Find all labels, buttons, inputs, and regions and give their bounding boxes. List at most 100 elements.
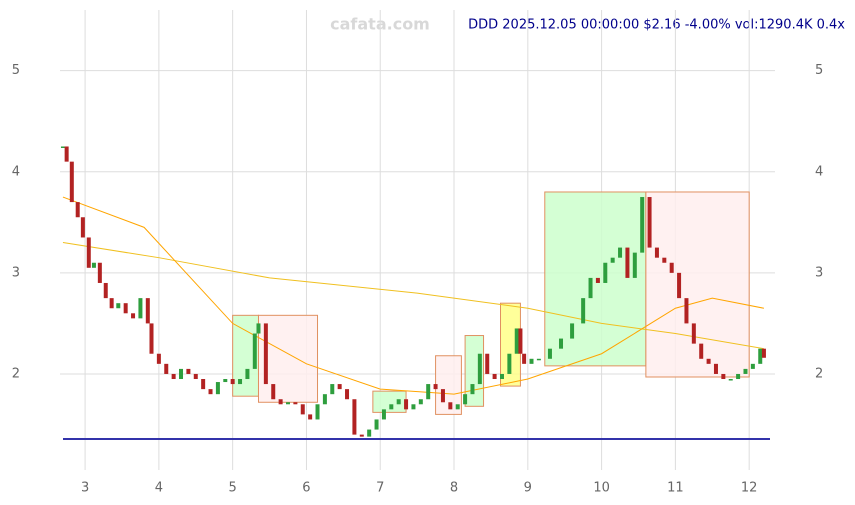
candle [455, 404, 460, 410]
candle [536, 358, 541, 361]
candle [418, 399, 423, 405]
candle [208, 389, 213, 395]
candle [522, 353, 527, 364]
candle [750, 363, 755, 369]
candle [485, 353, 490, 374]
x-tick-label: 6 [302, 481, 310, 496]
candle [91, 262, 96, 268]
x-tick-label: 3 [81, 481, 89, 496]
candle [381, 409, 386, 420]
candle [758, 348, 763, 364]
candle [278, 399, 283, 405]
candle [138, 298, 143, 319]
candle [477, 353, 482, 385]
candle [171, 373, 176, 380]
candle [662, 257, 667, 263]
candle [374, 419, 379, 430]
candle [293, 402, 298, 405]
candle [230, 379, 235, 385]
y-tick-label: 5 [815, 63, 823, 78]
candle [610, 257, 615, 263]
candle [80, 217, 85, 238]
candle [109, 298, 114, 309]
candle [699, 343, 704, 359]
candle [286, 402, 291, 405]
candle [179, 368, 184, 380]
candle [186, 368, 191, 374]
candle [149, 323, 154, 354]
chart-title: DDD 2025.12.05 00:00:00 $2.16 -4.00% vol… [468, 18, 845, 33]
candle [389, 404, 394, 410]
candle [404, 399, 409, 410]
candle [252, 333, 257, 369]
candle [308, 414, 313, 420]
candle [75, 202, 80, 218]
candle [164, 363, 169, 374]
candle [103, 282, 108, 299]
candle [123, 303, 128, 314]
candle [647, 197, 652, 248]
candle [669, 262, 674, 273]
y-tick-label: 2 [815, 366, 823, 381]
candle [492, 373, 497, 380]
x-tick-label: 11 [667, 481, 684, 496]
candle [69, 161, 74, 203]
candle [330, 384, 335, 395]
candle [684, 298, 689, 324]
candle [271, 384, 276, 400]
candle [238, 379, 243, 385]
candle [514, 328, 519, 354]
x-tick-label: 4 [155, 481, 163, 496]
candle [507, 353, 512, 374]
candle [345, 389, 350, 400]
candle [721, 373, 726, 380]
candle [201, 379, 206, 390]
candle [97, 262, 102, 283]
candle [215, 382, 220, 395]
candle [499, 373, 504, 380]
candle [463, 394, 468, 405]
x-tick-label: 8 [450, 481, 458, 496]
y-tick-label: 3 [815, 265, 823, 280]
candle [440, 389, 445, 403]
zone-box [645, 191, 750, 378]
candle [618, 247, 623, 258]
candle [677, 272, 682, 299]
candle [654, 247, 659, 258]
candle [396, 399, 401, 405]
candle [131, 313, 136, 319]
candle [352, 399, 357, 435]
candle [367, 429, 372, 437]
candle [761, 348, 766, 358]
candle [588, 277, 593, 299]
candle [547, 348, 552, 359]
candle [193, 373, 198, 380]
candle [426, 384, 431, 400]
candle [581, 298, 586, 324]
candle [337, 384, 342, 390]
x-tick-label: 5 [229, 481, 237, 496]
candle [145, 298, 150, 324]
candle [470, 384, 475, 395]
zone-box [257, 314, 319, 403]
y-tick-label: 4 [815, 164, 823, 179]
candle [559, 338, 564, 349]
zone-box [544, 191, 647, 367]
candle [448, 402, 453, 410]
candle [570, 323, 575, 339]
candle [625, 247, 630, 278]
candle [64, 146, 69, 162]
candle [713, 363, 718, 374]
x-tick-label: 7 [376, 481, 384, 496]
candle [736, 373, 741, 380]
candle [518, 328, 523, 354]
candle [595, 277, 600, 283]
y-tick-label: 3 [12, 265, 20, 280]
y-tick-label: 5 [12, 63, 20, 78]
candle [322, 394, 327, 405]
candle [263, 323, 268, 385]
candle [640, 197, 645, 253]
candle [411, 404, 416, 410]
y-tick-label: 2 [12, 366, 20, 381]
